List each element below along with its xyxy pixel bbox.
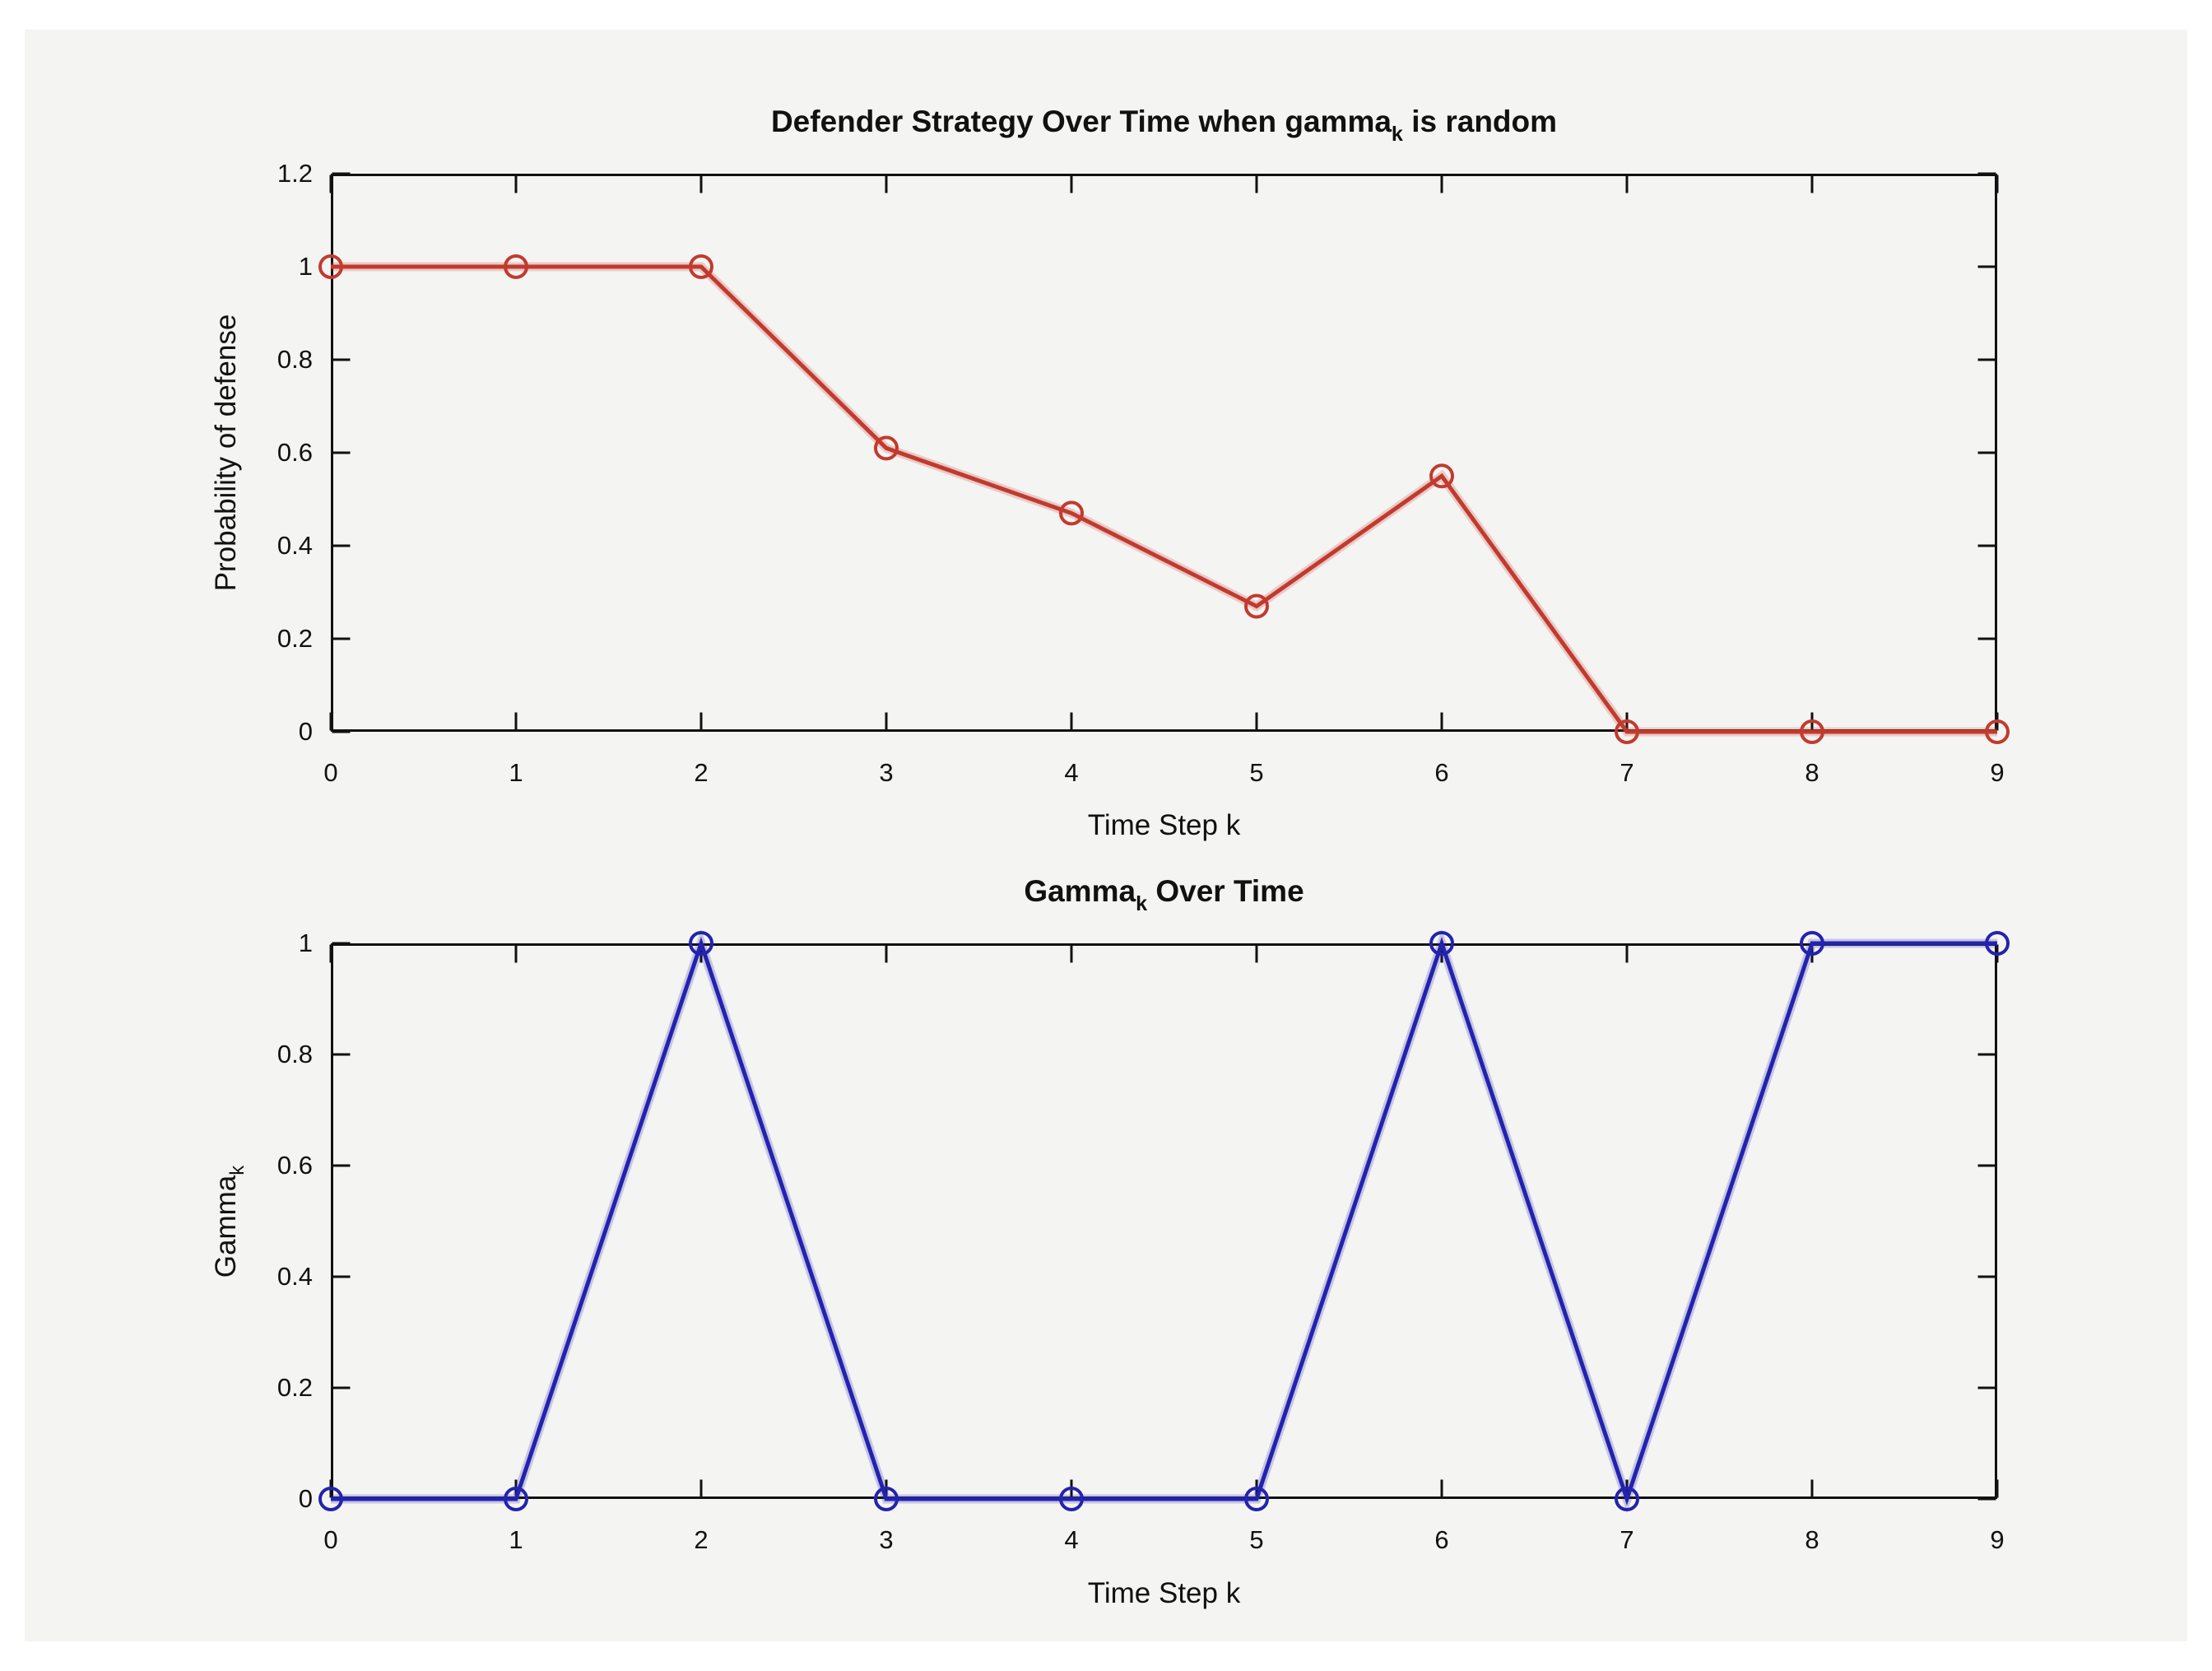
data-point-marker (1059, 1487, 1084, 1511)
x-tick-label: 5 (1249, 758, 1264, 787)
data-point-marker (689, 254, 713, 279)
x-tick-label: 4 (1064, 1525, 1079, 1554)
y-tick-label: 0.2 (276, 1373, 313, 1402)
figure-background: Defender Strategy Over Time when gammak … (25, 30, 2187, 1641)
data-line (331, 264, 1997, 734)
x-tick-label: 8 (1805, 1525, 1819, 1554)
y-axis-label-text: Gamma (210, 1175, 242, 1278)
data-point-marker (1059, 500, 1084, 526)
data-point-marker (1429, 931, 1454, 956)
title-text: Gamma (1024, 874, 1136, 908)
y-tick-label: 0.6 (276, 1151, 313, 1180)
x-tick-label: 3 (879, 758, 894, 787)
y-tick-label: 0.4 (276, 1262, 313, 1291)
axes-frame (331, 174, 1997, 732)
title-text-tail: Over Time (1147, 874, 1304, 908)
data-point-marker (1615, 1487, 1639, 1511)
x-tick-label: 5 (1249, 1525, 1264, 1554)
y-tick-label: 0.4 (276, 531, 313, 560)
x-tick-label: 0 (323, 758, 338, 787)
data-point-marker (1615, 719, 1639, 744)
axes-frame (331, 943, 1997, 1499)
plot-area (318, 172, 2010, 744)
y-axis-label: Probability of defense (210, 314, 243, 592)
data-point-marker (689, 931, 713, 956)
y-tick-label: 0.6 (276, 438, 313, 467)
data-point-marker (504, 1487, 528, 1511)
y-axis-label-subscript: k (225, 1165, 249, 1175)
data-point-marker (1800, 931, 1824, 956)
x-tick-label: 7 (1620, 758, 1634, 787)
title-subscript: k (1391, 122, 1403, 146)
x-tick-label: 8 (1805, 758, 1819, 787)
data-point-marker (1985, 931, 2010, 956)
data-line (331, 937, 1997, 1506)
title-subscript: k (1136, 891, 1148, 915)
x-tick-label: 9 (1990, 1525, 2005, 1554)
y-tick-label: 0.8 (276, 1040, 313, 1068)
data-point-marker (1429, 463, 1454, 489)
y-axis-label: Gammak (210, 1165, 249, 1278)
x-axis-label: Time Step k (1087, 809, 1241, 841)
title-text-tail: is random (1402, 105, 1558, 138)
x-axis-label: Time Step k (1087, 1577, 1241, 1609)
x-tick-label: 7 (1620, 1525, 1634, 1554)
data-point-marker (1244, 593, 1269, 619)
y-tick-label: 1 (298, 929, 313, 957)
subplot-title: Gammak Over Time (331, 874, 1997, 915)
subplot-title: Defender Strategy Over Time when gammak … (331, 105, 1997, 146)
x-tick-label: 0 (323, 1525, 338, 1554)
x-tick-label: 2 (694, 1525, 709, 1554)
data-point-marker (1985, 719, 2010, 744)
title-text: Defender Strategy Over Time when gamma (770, 105, 1392, 138)
x-tick-label: 4 (1064, 758, 1079, 787)
y-tick-label: 0.8 (276, 345, 313, 374)
x-tick-label: 9 (1990, 758, 2005, 787)
data-point-marker (504, 254, 528, 279)
data-point-marker (318, 1487, 343, 1511)
y-tick-label: 0 (298, 717, 313, 746)
x-tick-label: 6 (1434, 758, 1449, 787)
data-line-halo (331, 262, 1997, 737)
data-line-halo (331, 929, 1997, 1514)
data-point-marker (1800, 719, 1824, 744)
y-axis-label-text: Probability of defense (210, 314, 242, 592)
data-point-marker (318, 254, 343, 279)
data-point-marker (874, 1487, 899, 1511)
x-tick-label: 2 (694, 758, 709, 787)
x-tick-label: 1 (509, 758, 523, 787)
data-point-marker (874, 435, 899, 461)
data-point-marker (1244, 1487, 1269, 1511)
x-tick-label: 1 (509, 1525, 523, 1554)
y-tick-label: 0.2 (276, 624, 313, 653)
x-tick-label: 6 (1434, 1525, 1449, 1554)
plot-area (318, 929, 2010, 1514)
y-tick-label: 0 (298, 1484, 313, 1513)
y-tick-label: 1 (298, 252, 313, 281)
y-tick-label: 1.2 (276, 159, 313, 188)
subplot-defender-strategy: Defender Strategy Over Time when gammak … (210, 105, 2010, 841)
x-tick-label: 3 (879, 1525, 894, 1554)
